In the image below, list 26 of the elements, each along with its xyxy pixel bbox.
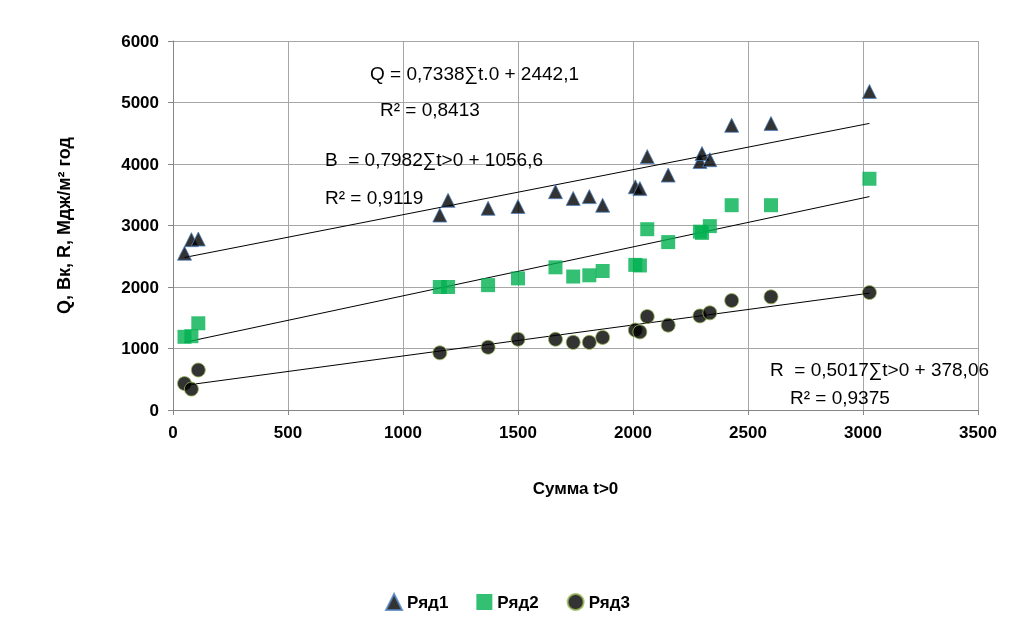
- x-tick-label: 3500: [959, 423, 997, 442]
- x-tick-label: 0: [168, 423, 178, 442]
- y-tick-label: 3000: [121, 216, 159, 235]
- x-tick-label: 3000: [844, 423, 882, 442]
- y-tick-label: 5000: [121, 93, 159, 112]
- y-axis-title: Q, Вк, R, Мдж/м² год: [54, 136, 74, 314]
- legend-label: Ряд2: [497, 592, 539, 612]
- x-tick-label: 2000: [614, 423, 652, 442]
- annotation: R² = 0,8413: [380, 99, 480, 120]
- y-tick-label: 0: [149, 400, 159, 420]
- annotation: R = 0,5017∑t>0 + 378,06: [770, 359, 990, 381]
- y-tick-label: 1000: [121, 339, 159, 358]
- annotation: Q = 0,7338∑t.0 + 2442,1: [370, 63, 579, 85]
- x-tick-label: 1000: [384, 423, 422, 442]
- annotation: R² = 0,9119: [325, 187, 424, 208]
- x-tick-label: 2500: [729, 423, 767, 442]
- x-tick-label: 500: [273, 423, 303, 442]
- x-tick-label: 1500: [499, 423, 537, 442]
- y-tick-label: 4000: [121, 154, 159, 174]
- y-tick-label: 6000: [121, 31, 159, 51]
- y-tick-label: 2000: [121, 277, 159, 297]
- legend-label: Ряд3: [588, 592, 630, 612]
- legend-label: Ряд1: [407, 592, 449, 612]
- x-axis-title: Сумма t>0: [532, 479, 619, 498]
- annotation: B = 0,7982∑t>0 + 1056,6: [325, 149, 543, 171]
- annotation: R² = 0,9375: [790, 387, 890, 408]
